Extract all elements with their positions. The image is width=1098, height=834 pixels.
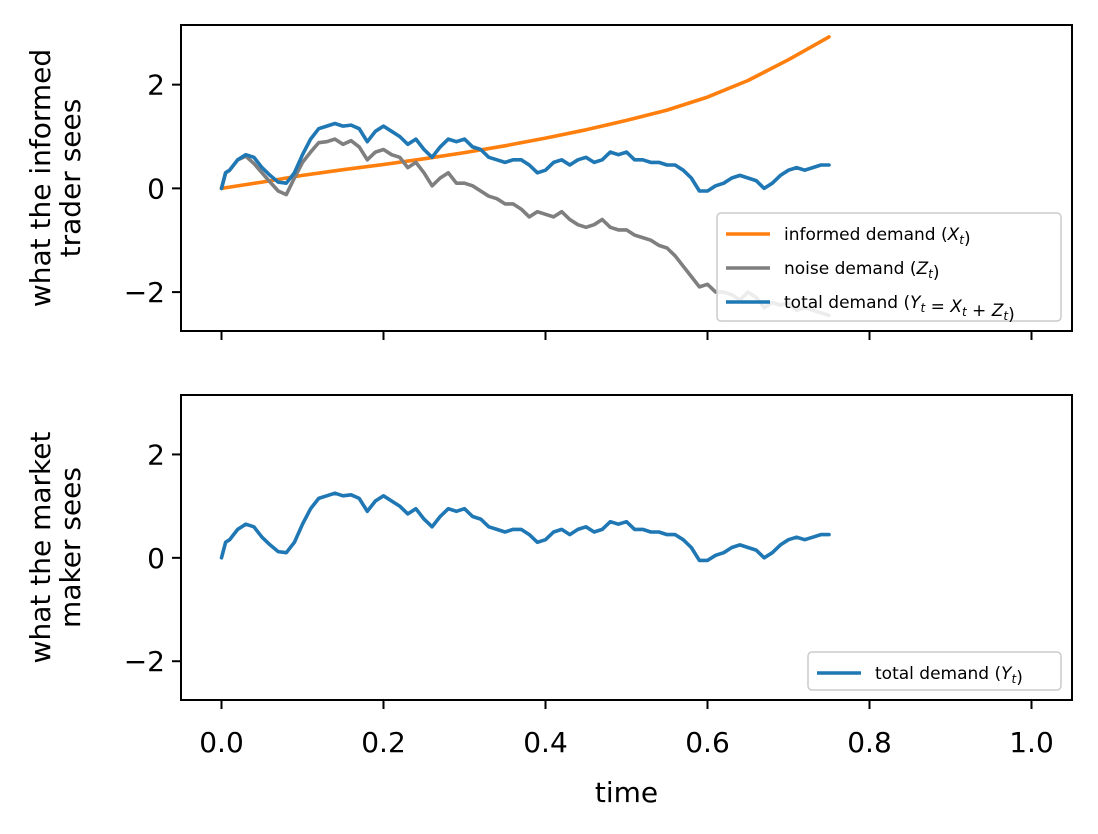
- x-tick-label: 0.6: [685, 726, 730, 759]
- series-line-total-demand: [219, 491, 831, 563]
- y-tick-label: 0: [147, 542, 165, 575]
- x-tick-label: 0.0: [199, 726, 244, 759]
- legend-entry-total-demand: total demand (Yt): [875, 664, 1023, 688]
- y-tick-label: 2: [147, 438, 165, 471]
- y-tick-label: −2: [124, 645, 165, 678]
- y-tick-label: 2: [147, 69, 165, 102]
- legend-entry-total-demand: total demand (Yt = Xt + Zt): [784, 293, 1015, 325]
- legend: informed demand (Xt) noise demand (Zt) tot…: [716, 212, 1062, 325]
- legend: total demand (Yt): [807, 651, 1062, 691]
- legend-box: [807, 651, 1062, 691]
- series-line-informed-demand: [219, 35, 831, 191]
- y-axis-label: what the informedtrader sees: [24, 49, 87, 307]
- y-axis-label: what the marketmaker sees: [24, 432, 87, 664]
- legend-entry-noise-demand: noise demand (Zt): [784, 259, 939, 283]
- x-tick-label: 0.4: [523, 726, 568, 759]
- x-tick-label: 0.8: [847, 726, 892, 759]
- series-line-total-demand: [219, 121, 831, 193]
- axes-frame: [180, 24, 1073, 332]
- series-group: [219, 491, 831, 563]
- axes-frame: [180, 394, 1073, 701]
- x-tick-label: 1.0: [1009, 726, 1054, 759]
- chart-panel-2: −2 0 2 0.0 0.2 0.4 0.6 0.8 1.0 what the marketmak…: [24, 394, 1073, 809]
- chart-panel-1: −2 0 2 what the informedtrader sees informed…: [24, 24, 1073, 340]
- x-tick-label: 0.2: [361, 726, 406, 759]
- legend-entry-informed-demand: informed demand (Xt): [784, 225, 971, 249]
- y-tick-label: −2: [124, 276, 165, 309]
- legend-box: [716, 212, 1062, 322]
- x-axis-label: time: [595, 776, 658, 809]
- y-tick-label: 0: [147, 172, 165, 205]
